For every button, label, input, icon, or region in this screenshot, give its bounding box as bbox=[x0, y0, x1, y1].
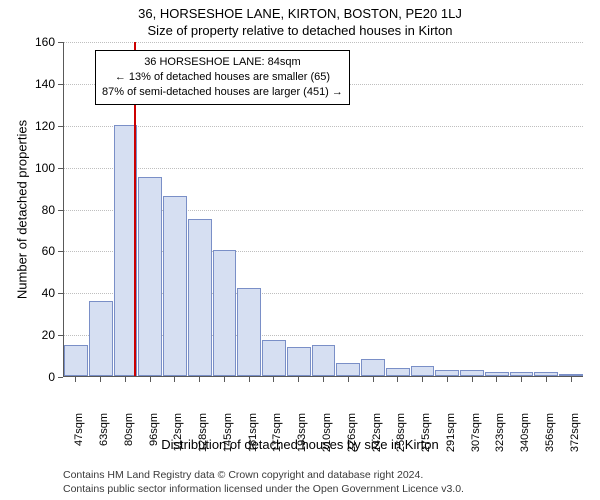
xtick-label: 63sqm bbox=[98, 413, 110, 463]
annotation-line-2: ← 13% of detached houses are smaller (65… bbox=[102, 70, 343, 85]
histogram-bar bbox=[138, 177, 162, 376]
ytick-label: 100 bbox=[31, 161, 55, 175]
xtick-label: 210sqm bbox=[321, 413, 333, 463]
chart-subtitle: Size of property relative to detached ho… bbox=[0, 23, 600, 38]
gridline bbox=[64, 126, 583, 127]
histogram-bar bbox=[485, 372, 509, 376]
ytick-mark bbox=[58, 335, 63, 336]
ytick-label: 40 bbox=[31, 286, 55, 300]
footer-line-2: Contains public sector information licen… bbox=[63, 483, 464, 497]
xtick-mark bbox=[571, 377, 572, 382]
xtick-label: 242sqm bbox=[371, 413, 383, 463]
histogram-bar bbox=[510, 372, 534, 376]
ytick-label: 160 bbox=[31, 35, 55, 49]
histogram-bar bbox=[89, 301, 113, 376]
ytick-label: 60 bbox=[31, 244, 55, 258]
histogram-bar bbox=[287, 347, 311, 376]
xtick-mark bbox=[447, 377, 448, 382]
histogram-bar bbox=[188, 219, 212, 376]
histogram-bar bbox=[460, 370, 484, 376]
histogram-bar bbox=[386, 368, 410, 376]
xtick-label: 291sqm bbox=[445, 413, 457, 463]
histogram-bar bbox=[411, 366, 435, 376]
histogram-bar bbox=[312, 345, 336, 376]
xtick-label: 226sqm bbox=[346, 413, 358, 463]
xtick-mark bbox=[496, 377, 497, 382]
xtick-label: 80sqm bbox=[123, 413, 135, 463]
histogram-bar bbox=[534, 372, 558, 376]
xtick-label: 193sqm bbox=[296, 413, 308, 463]
histogram-bar bbox=[64, 345, 88, 376]
xtick-mark bbox=[249, 377, 250, 382]
ytick-mark bbox=[58, 293, 63, 294]
footer-attribution: Contains HM Land Registry data © Crown c… bbox=[63, 469, 464, 496]
xtick-mark bbox=[546, 377, 547, 382]
xtick-mark bbox=[521, 377, 522, 382]
xtick-label: 323sqm bbox=[494, 413, 506, 463]
histogram-bar bbox=[361, 359, 385, 376]
xtick-mark bbox=[75, 377, 76, 382]
ytick-label: 20 bbox=[31, 328, 55, 342]
histogram-bar bbox=[163, 196, 187, 376]
ytick-label: 0 bbox=[31, 370, 55, 384]
chart-container: 36, HORSESHOE LANE, KIRTON, BOSTON, PE20… bbox=[0, 0, 600, 500]
xtick-label: 258sqm bbox=[395, 413, 407, 463]
gridline bbox=[64, 168, 583, 169]
annotation-line-1: 36 HORSESHOE LANE: 84sqm bbox=[102, 55, 343, 70]
xtick-label: 161sqm bbox=[247, 413, 259, 463]
gridline bbox=[64, 42, 583, 43]
xtick-label: 145sqm bbox=[222, 413, 234, 463]
ytick-mark bbox=[58, 377, 63, 378]
ytick-mark bbox=[58, 84, 63, 85]
xtick-label: 372sqm bbox=[569, 413, 581, 463]
xtick-mark bbox=[199, 377, 200, 382]
ytick-mark bbox=[58, 210, 63, 211]
xtick-label: 112sqm bbox=[172, 413, 184, 463]
xtick-mark bbox=[373, 377, 374, 382]
xtick-mark bbox=[298, 377, 299, 382]
ytick-mark bbox=[58, 126, 63, 127]
y-axis-label: Number of detached properties bbox=[15, 110, 30, 310]
histogram-bar bbox=[262, 340, 286, 376]
xtick-mark bbox=[323, 377, 324, 382]
histogram-bar bbox=[237, 288, 261, 376]
xtick-label: 96sqm bbox=[148, 413, 160, 463]
xtick-label: 128sqm bbox=[197, 413, 209, 463]
chart-title: 36, HORSESHOE LANE, KIRTON, BOSTON, PE20… bbox=[0, 6, 600, 21]
xtick-mark bbox=[273, 377, 274, 382]
xtick-mark bbox=[422, 377, 423, 382]
xtick-mark bbox=[174, 377, 175, 382]
xtick-label: 177sqm bbox=[271, 413, 283, 463]
ytick-label: 120 bbox=[31, 119, 55, 133]
annotation-box: 36 HORSESHOE LANE: 84sqm ← 13% of detach… bbox=[95, 50, 350, 105]
xtick-mark bbox=[348, 377, 349, 382]
ytick-label: 80 bbox=[31, 203, 55, 217]
footer-line-1: Contains HM Land Registry data © Crown c… bbox=[63, 469, 464, 483]
histogram-bar bbox=[336, 363, 360, 376]
histogram-bar bbox=[435, 370, 459, 376]
xtick-mark bbox=[224, 377, 225, 382]
xtick-mark bbox=[100, 377, 101, 382]
xtick-label: 340sqm bbox=[519, 413, 531, 463]
xtick-mark bbox=[472, 377, 473, 382]
xtick-label: 47sqm bbox=[73, 413, 85, 463]
xtick-label: 356sqm bbox=[544, 413, 556, 463]
xtick-label: 307sqm bbox=[470, 413, 482, 463]
ytick-mark bbox=[58, 251, 63, 252]
ytick-mark bbox=[58, 42, 63, 43]
histogram-bar bbox=[213, 250, 237, 376]
xtick-mark bbox=[150, 377, 151, 382]
ytick-mark bbox=[58, 168, 63, 169]
xtick-mark bbox=[125, 377, 126, 382]
xtick-mark bbox=[397, 377, 398, 382]
xtick-label: 275sqm bbox=[420, 413, 432, 463]
ytick-label: 140 bbox=[31, 77, 55, 91]
annotation-line-3: 87% of semi-detached houses are larger (… bbox=[102, 85, 343, 100]
histogram-bar bbox=[559, 374, 583, 376]
